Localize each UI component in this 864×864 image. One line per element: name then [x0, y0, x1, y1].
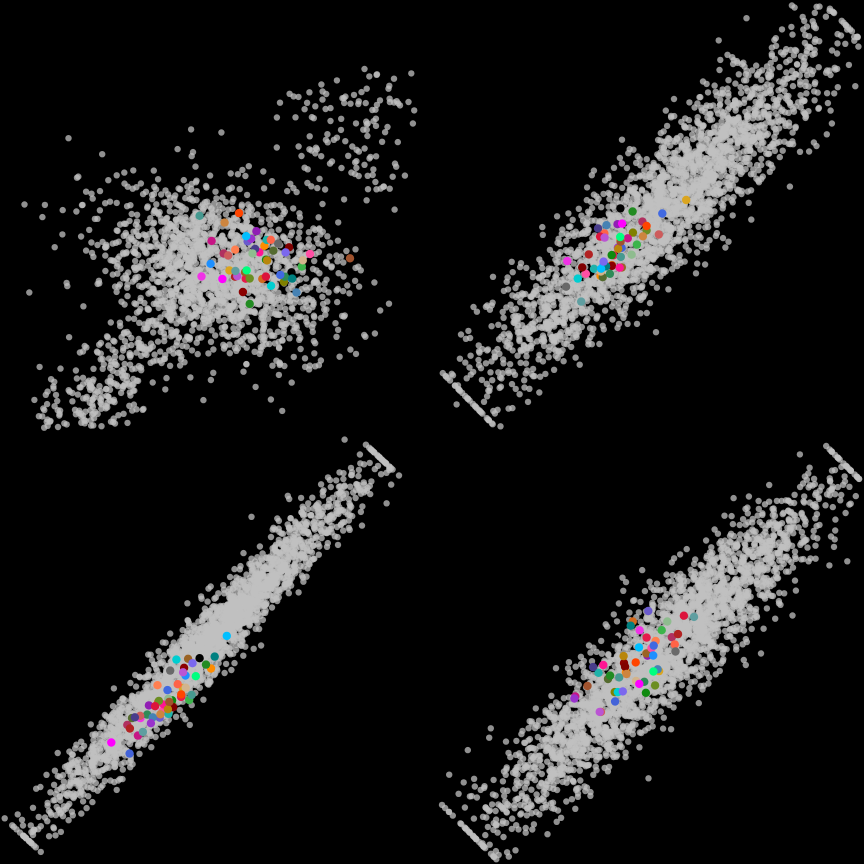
panel-bl: [0, 432, 432, 864]
bg-cloud: [440, 2, 862, 429]
scatter-br: [432, 432, 864, 864]
panel-br: [432, 432, 864, 864]
scatter-tr: [432, 0, 864, 432]
scatter-grid: [0, 0, 864, 864]
bg-cloud: [1, 436, 402, 855]
panel-tr: [432, 0, 864, 432]
scatter-tl: [0, 0, 432, 432]
panel-tl: [0, 0, 432, 432]
bg-cloud: [21, 66, 417, 431]
scatter-bl: [0, 432, 432, 864]
